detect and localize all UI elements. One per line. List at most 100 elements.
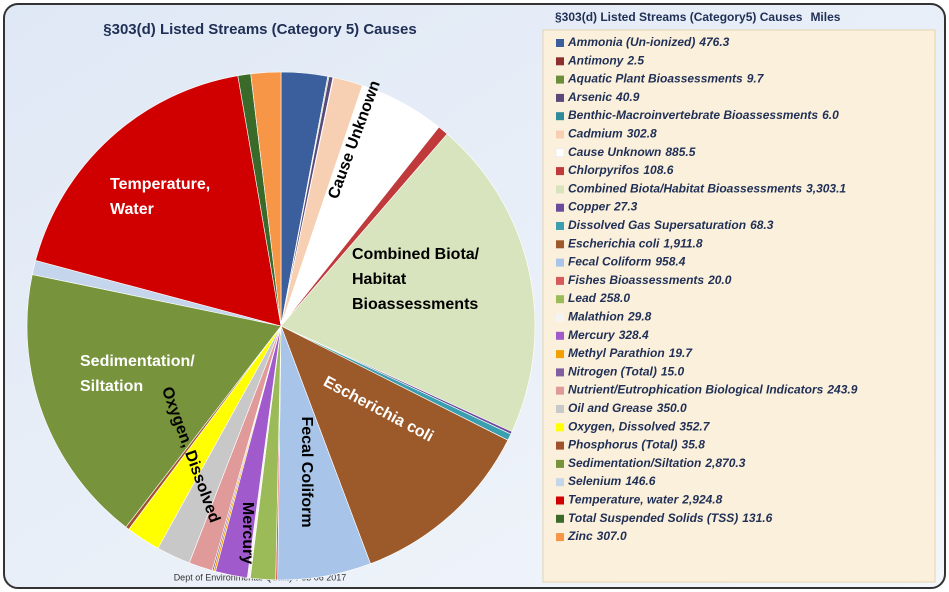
slice-label-line: Mercury (239, 502, 256, 564)
legend-name: Chlorpyrifos (568, 163, 640, 177)
legend-entry: Oil and Grease 350.0 (568, 401, 687, 415)
legend-swatch (556, 57, 564, 66)
legend-name: Ammonia (Un-ionized) (567, 35, 695, 49)
legend-entry: Escherichia coli 1,911.8 (568, 236, 703, 250)
legend-entry: Arsenic 40.9 (567, 90, 640, 104)
legend-entry: Selenium 146.6 (568, 474, 656, 488)
legend-swatch (556, 295, 564, 304)
legend-value: 146.6 (625, 474, 655, 488)
legend-swatch (556, 368, 564, 377)
legend-name: Dissolved Gas Supersaturation (568, 218, 746, 232)
legend-value: 328.4 (619, 328, 649, 342)
legend-swatch (556, 331, 564, 340)
legend-swatch (556, 39, 564, 47)
legend-entry: Aquatic Plant Bioassessments 9.7 (567, 72, 765, 86)
legend-name: Combined Biota/Habitat Bioassessments (568, 182, 802, 196)
legend-swatch (556, 459, 564, 468)
legend-name: Fishes Bioassessments (568, 273, 704, 287)
legend-name: Copper (568, 200, 611, 214)
legend-value: 2,870.3 (704, 456, 745, 470)
legend-swatch (556, 514, 564, 523)
slice-label-line: Water (110, 201, 154, 218)
legend-value: 29.8 (627, 310, 652, 324)
legend-entry: Zinc 307.0 (567, 529, 627, 543)
legend-swatch (556, 222, 564, 230)
legend-entry: Methyl Parathion 19.7 (568, 346, 693, 360)
legend-entry: Antimony 2.5 (567, 53, 644, 67)
legend-entry: Benthic-Macroinvertebrate Bioassessments… (568, 108, 839, 122)
legend-entry: Total Suspended Solids (TSS) 131.6 (568, 511, 773, 525)
legend-value: 9.7 (747, 72, 765, 86)
legend-entry: Dissolved Gas Supersaturation 68.3 (568, 218, 774, 232)
legend-entry: Combined Biota/Habitat Bioassessments 3,3… (568, 182, 846, 196)
slice-label-line: Combined Biota/ (352, 246, 480, 263)
legend-entry: Mercury 328.4 (568, 328, 649, 342)
legend-entry: Chlorpyrifos 108.6 (568, 163, 674, 177)
legend-swatch (556, 93, 564, 102)
slice-label: Combined Biota/Habitat Bioassessments (352, 246, 480, 313)
legend-value: 68.3 (750, 218, 774, 232)
legend-name: Fecal Coliform (568, 255, 652, 269)
legend-name: Oxygen, Dissolved (568, 419, 676, 433)
legend-entry: Sedimentation/Siltation 2,870.3 (568, 456, 746, 470)
legend-name: Benthic-Macroinvertebrate Bioassessments (568, 108, 818, 122)
legend-value: 6.0 (822, 108, 839, 122)
slice-label-line: Siltation (80, 378, 143, 395)
pie-slice (26, 274, 282, 528)
legend-name: Zinc (567, 529, 593, 543)
pie-slice (250, 71, 282, 327)
slice-label-line: Temperature, (110, 176, 210, 193)
legend-name: Selenium (568, 474, 622, 488)
legend-entry: Fecal Coliform 958.4 (568, 255, 686, 269)
legend-name: Sedimentation/Siltation (568, 456, 701, 470)
legend-value: 108.6 (643, 163, 673, 177)
legend-entry: Fishes Bioassessments 20.0 (568, 273, 732, 287)
legend-value: 958.4 (655, 255, 685, 269)
legend-entry: Cause Unknown 885.5 (568, 145, 696, 159)
legend-name: Nitrogen (Total) (568, 365, 657, 379)
slice-label: Mercury (239, 502, 256, 564)
slice-label-line: Sedimentation/ (80, 353, 195, 370)
legend-value: 20.0 (707, 273, 732, 287)
legend-entry: Ammonia (Un-ionized) 476.3 (567, 35, 730, 49)
legend-entry: Oxygen, Dissolved 352.7 (568, 419, 711, 433)
legend-unit: Miles (810, 10, 840, 24)
legend-value: 15.0 (661, 365, 685, 379)
legend-entry: Phosphorus (Total) 35.8 (568, 438, 705, 452)
slice-label: Sedimentation/Siltation (80, 353, 195, 395)
legend-swatch (556, 313, 564, 322)
legend-value: 302.8 (627, 127, 657, 141)
slice-label-line: Bioassessments (352, 296, 478, 313)
legend-swatch (556, 185, 564, 194)
legend-swatch (556, 203, 564, 212)
legend-swatch (556, 112, 564, 121)
legend-swatch (556, 276, 564, 285)
legend-name: Oil and Grease (568, 401, 653, 415)
legend-name: Nutrient/Eutrophication Biological Indic… (568, 383, 824, 397)
legend-name: Phosphorus (Total) (568, 438, 678, 452)
legend-name: Temperature, water (568, 493, 680, 507)
slice-label-line: Fecal Coliform (298, 416, 315, 527)
legend-value: 243.9 (826, 383, 857, 397)
legend-name: Cause Unknown (568, 145, 661, 159)
legend-entry: Cadmium 302.8 (568, 127, 657, 141)
legend-entry: Nutrient/Eutrophication Biological Indic… (568, 383, 858, 397)
legend-swatch (556, 75, 564, 84)
legend-value: 352.7 (679, 419, 710, 433)
legend-value: 1,911.8 (663, 236, 702, 250)
legend-name: Mercury (568, 328, 616, 342)
legend-name: Lead (568, 291, 597, 305)
legend-name: Cadmium (568, 127, 623, 141)
legend-title-text: §303(d) Listed Streams (Category5) Cause… (555, 10, 803, 24)
pie-slice (35, 75, 282, 327)
legend-value: 35.8 (682, 438, 706, 452)
legend-name: Antimony (567, 53, 625, 67)
legend-value: 2.5 (626, 53, 644, 67)
slice-label: Temperature, Water (110, 176, 210, 218)
legend-value: 40.9 (615, 90, 640, 104)
legend-entry: Temperature, water 2,924.8 (568, 493, 723, 507)
legend-name: Methyl Parathion (568, 346, 665, 360)
legend-name: Total Suspended Solids (TSS) (568, 511, 738, 525)
legend-entry: Nitrogen (Total) 15.0 (568, 365, 685, 379)
legend-swatch (556, 423, 564, 432)
